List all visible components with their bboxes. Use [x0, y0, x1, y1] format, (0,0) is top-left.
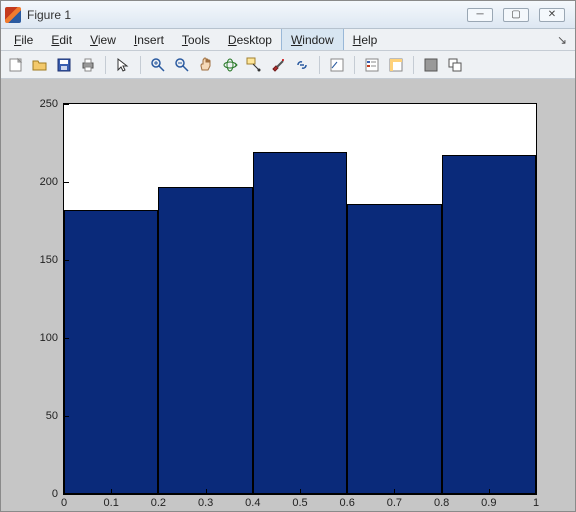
toolbar	[1, 51, 575, 79]
toolbar-separator	[413, 56, 414, 74]
xtick-mark	[206, 489, 207, 494]
pan-icon[interactable]	[195, 54, 217, 76]
xtick-label: 1	[533, 497, 539, 509]
ytick-label: 0	[28, 488, 58, 500]
brush-icon[interactable]	[267, 54, 289, 76]
zoom-in-icon[interactable]	[147, 54, 169, 76]
titlebar: Figure 1 ─ ▢ ✕	[1, 1, 575, 29]
ytick-mark	[64, 104, 69, 105]
menu-edit[interactable]: Edit	[42, 29, 81, 50]
axes: 05010015020025000.10.20.30.40.50.60.70.8…	[63, 103, 537, 495]
xtick-mark	[394, 489, 395, 494]
toolbar-separator	[319, 56, 320, 74]
menubar: File Edit View Insert Tools Desktop Wind…	[1, 29, 575, 51]
save-icon[interactable]	[53, 54, 75, 76]
xtick-label: 0.6	[340, 497, 355, 509]
zoom-out-icon[interactable]	[171, 54, 193, 76]
xtick-mark	[489, 489, 490, 494]
insert-colorbar-icon[interactable]	[326, 54, 348, 76]
hide-plot-tools-icon[interactable]	[385, 54, 407, 76]
figure-canvas: 0 50 100 150 200 250 0 0.1 0.2 0.3 0.4 0.5 0.6 0.7 0.8…	[1, 79, 575, 511]
ytick-label: 50	[28, 410, 58, 422]
menu-file[interactable]: File	[5, 29, 42, 50]
ytick-label: 150	[28, 254, 58, 266]
menu-view[interactable]: View	[81, 29, 125, 50]
toolbar-separator	[354, 56, 355, 74]
xtick-label: 0.9	[481, 497, 496, 509]
pointer-icon[interactable]	[112, 54, 134, 76]
bar	[253, 152, 347, 494]
link-icon[interactable]	[291, 54, 313, 76]
print-icon[interactable]	[77, 54, 99, 76]
new-figure-icon[interactable]	[5, 54, 27, 76]
xtick-mark	[300, 489, 301, 494]
rotate-3d-icon[interactable]	[219, 54, 241, 76]
maximize-button[interactable]: ▢	[503, 8, 529, 22]
menu-help[interactable]: Help	[344, 29, 387, 50]
bar	[347, 204, 441, 494]
ytick-label: 200	[28, 176, 58, 188]
data-cursor-icon[interactable]	[243, 54, 265, 76]
dock-icon[interactable]	[420, 54, 442, 76]
close-button[interactable]: ✕	[539, 8, 565, 22]
xtick-mark	[111, 489, 112, 494]
matlab-icon	[5, 7, 21, 23]
ytick-mark	[64, 416, 69, 417]
xtick-mark	[253, 489, 254, 494]
toolbar-separator	[140, 56, 141, 74]
window-title: Figure 1	[27, 8, 467, 22]
xtick-label: 0.4	[245, 497, 260, 509]
bar	[442, 155, 536, 494]
xtick-label: 0.2	[151, 497, 166, 509]
figure-window: Figure 1 ─ ▢ ✕ File Edit View Insert Too…	[0, 0, 576, 512]
ytick-mark	[64, 182, 69, 183]
ytick-mark	[64, 338, 69, 339]
xtick-label: 0.1	[104, 497, 119, 509]
ytick-mark	[64, 494, 69, 495]
xtick-label: 0.8	[434, 497, 449, 509]
bar	[158, 187, 252, 494]
window-controls: ─ ▢ ✕	[467, 8, 565, 22]
menu-insert[interactable]: Insert	[125, 29, 173, 50]
xtick-mark	[64, 489, 65, 494]
xtick-mark	[442, 489, 443, 494]
undock-icon[interactable]	[444, 54, 466, 76]
xtick-label: 0.5	[292, 497, 307, 509]
xtick-mark	[536, 489, 537, 494]
toolbar-separator	[105, 56, 106, 74]
minimize-button[interactable]: ─	[467, 8, 493, 22]
menu-desktop[interactable]: Desktop	[219, 29, 281, 50]
open-file-icon[interactable]	[29, 54, 51, 76]
insert-legend-icon[interactable]	[361, 54, 383, 76]
xtick-label: 0.7	[387, 497, 402, 509]
ytick-mark	[64, 260, 69, 261]
menu-overflow-icon[interactable]: ↘	[553, 29, 571, 50]
menu-tools[interactable]: Tools	[173, 29, 219, 50]
menu-window[interactable]: Window	[281, 29, 344, 50]
xtick-label: 0.3	[198, 497, 213, 509]
bar	[64, 210, 158, 494]
ytick-label: 100	[28, 332, 58, 344]
xtick-label: 0	[61, 497, 67, 509]
ytick-label: 250	[28, 98, 58, 110]
xtick-mark	[347, 489, 348, 494]
xtick-mark	[158, 489, 159, 494]
